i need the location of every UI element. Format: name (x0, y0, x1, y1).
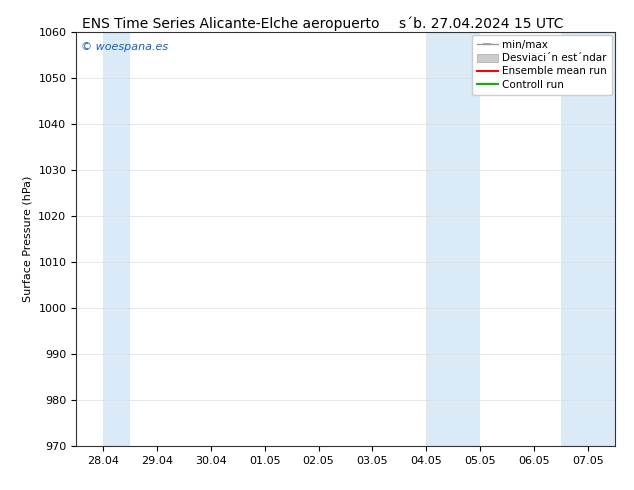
Text: © woespana.es: © woespana.es (81, 42, 169, 52)
Text: ENS Time Series Alicante-Elche aeropuerto: ENS Time Series Alicante-Elche aeropuert… (82, 17, 380, 31)
Bar (103, 32, 130, 446)
Text: s´b. 27.04.2024 15 UTC: s´b. 27.04.2024 15 UTC (399, 17, 564, 31)
Bar (426, 32, 481, 446)
Y-axis label: Surface Pressure (hPa): Surface Pressure (hPa) (23, 176, 33, 302)
Bar (561, 32, 615, 446)
Legend: min/max, Desviaci´n est´ndar, Ensemble mean run, Controll run: min/max, Desviaci´n est´ndar, Ensemble m… (472, 35, 612, 95)
